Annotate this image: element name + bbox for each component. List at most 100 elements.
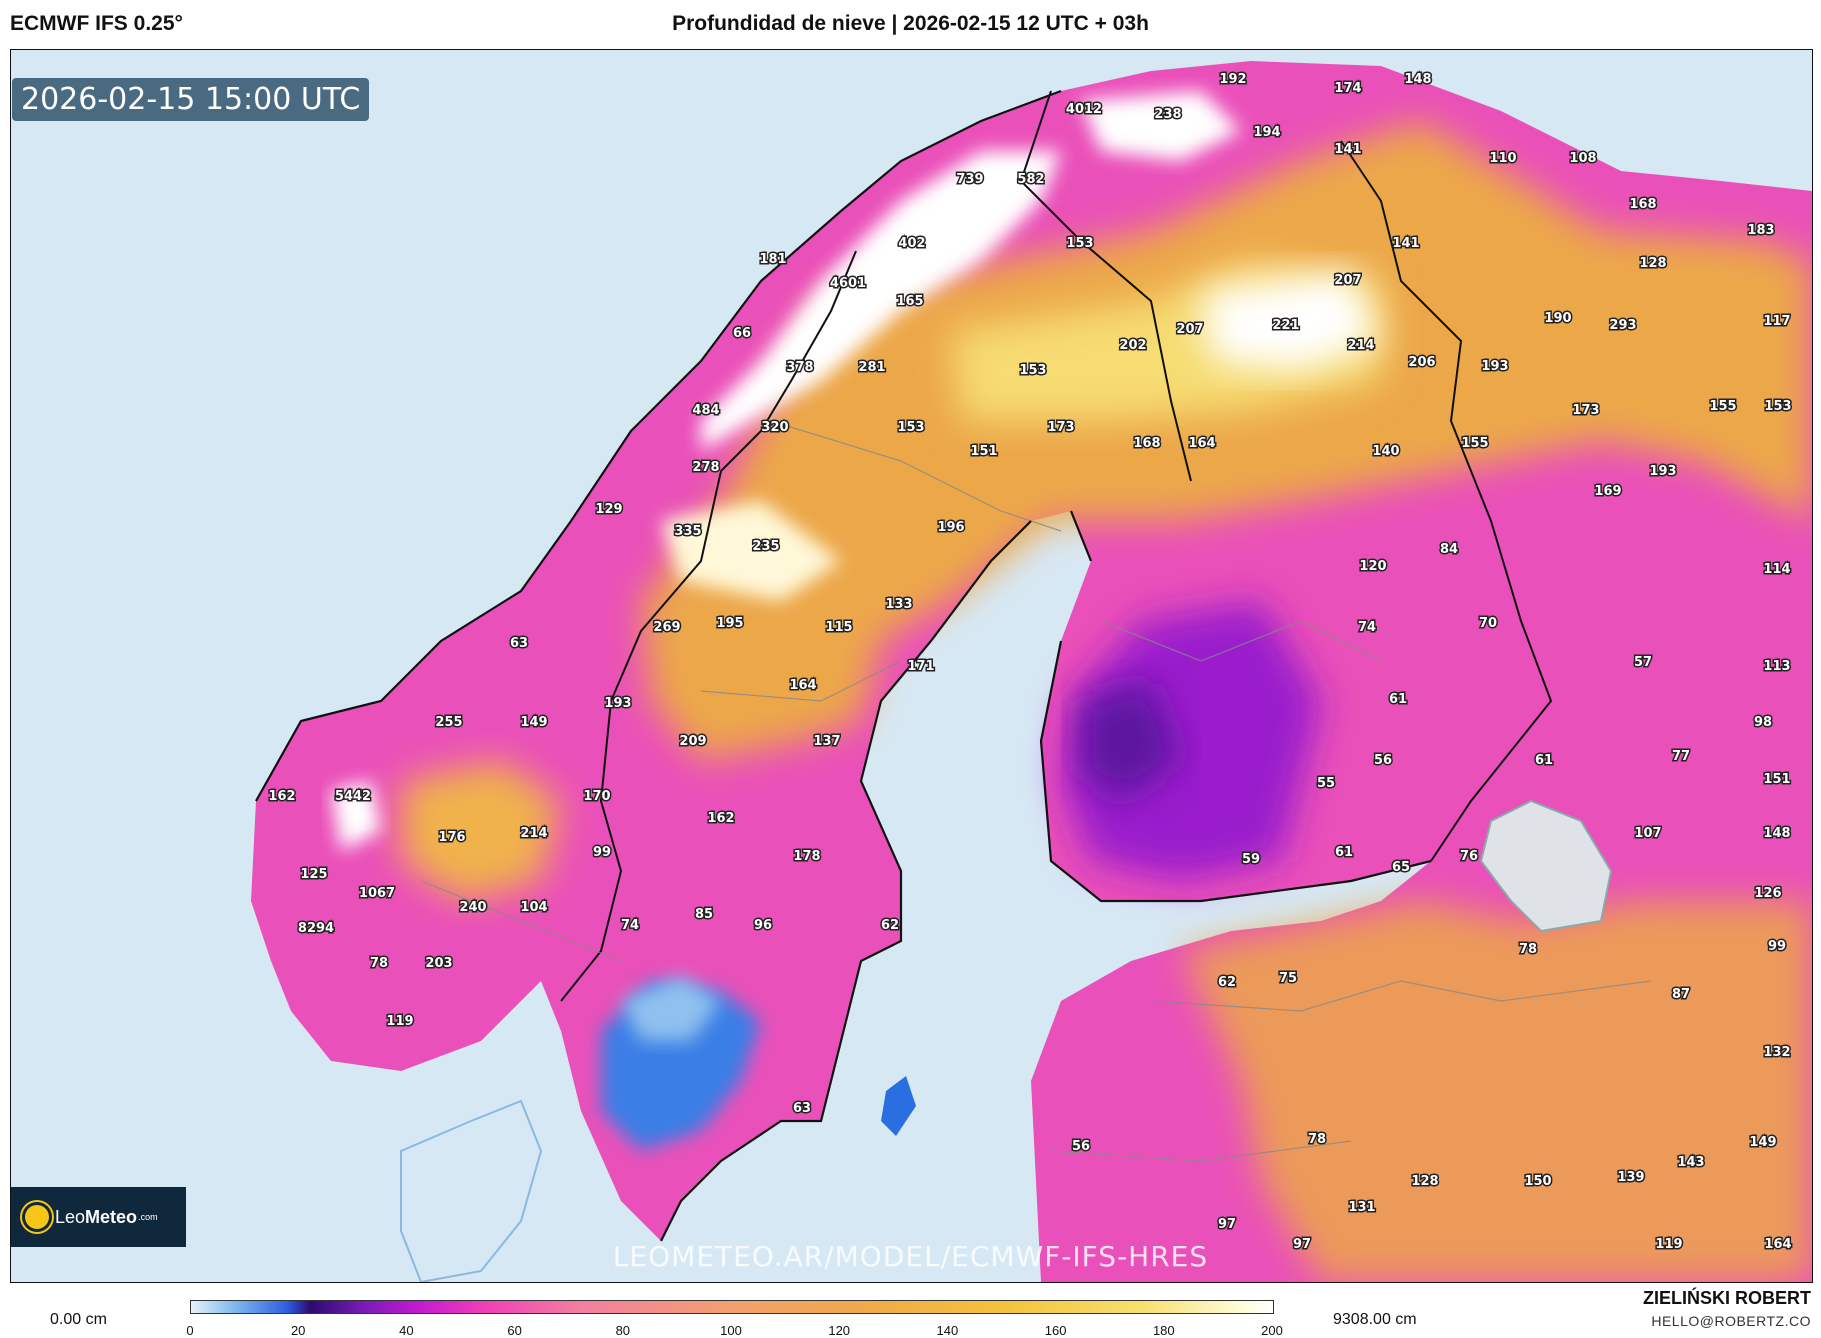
snow-depth-value: 402 — [898, 236, 925, 251]
border-norway-sweden — [560, 250, 857, 1002]
snow-depth-value: 378 — [786, 360, 813, 375]
snow-depth-value: 61 — [1389, 692, 1407, 707]
snow-depth-value: 84 — [1440, 542, 1458, 557]
snow-depth-value: 99 — [1768, 939, 1786, 954]
snow-depth-value: 484 — [692, 403, 719, 418]
snow-depth-value: 150 — [1524, 1174, 1551, 1189]
snow-depth-value: 114 — [1763, 562, 1790, 577]
snow-depth-value: 56 — [1072, 1139, 1090, 1154]
author-name: ZIELIŃSKI ROBERT — [1642, 1288, 1811, 1308]
snow-depth-value: 153 — [1019, 363, 1046, 378]
snow-depth-value: 62 — [1218, 975, 1236, 990]
snow-depth-value: 183 — [1747, 223, 1774, 238]
snow-depth-value: 214 — [520, 826, 547, 841]
legend-min-label: 0.00 cm — [50, 1311, 107, 1328]
snow-depth-value: 128 — [1639, 256, 1666, 271]
snow-depth-value: 192 — [1219, 72, 1246, 87]
snow-depth-value: 107 — [1634, 826, 1661, 841]
snow-depth-value: 202 — [1119, 338, 1146, 353]
snow-depth-value: 739 — [956, 172, 983, 187]
snow-depth-value: 141 — [1392, 236, 1419, 251]
snow-depth-value: 281 — [858, 360, 885, 375]
snow-depth-value: 195 — [716, 616, 743, 631]
legend-tick: 140 — [936, 1323, 959, 1338]
snow-depth-value: 207 — [1176, 322, 1203, 337]
snow-depth-value: 131 — [1348, 1200, 1375, 1215]
snow-depth-value: 320 — [761, 420, 788, 435]
snow-depth-value: 117 — [1763, 314, 1790, 329]
snow-depth-value: 59 — [1242, 852, 1260, 867]
snow-depth-value: 137 — [813, 734, 840, 749]
legend-tick: 80 — [615, 1323, 631, 1338]
snow-depth-value: 66 — [733, 326, 751, 341]
snow-depth-value: 61 — [1535, 753, 1553, 768]
snow-depth-value: 96 — [754, 918, 772, 933]
snow-depth-value: 57 — [1634, 655, 1652, 670]
snow-depth-value: 174 — [1334, 81, 1361, 96]
snow-depth-value: 206 — [1408, 355, 1435, 370]
legend-tick: 160 — [1044, 1323, 1067, 1338]
snow-depth-value: 8294 — [298, 921, 334, 936]
snow-depth-value: 143 — [1677, 1155, 1704, 1170]
snow-depth-value: 108 — [1569, 151, 1596, 166]
snow-depth-value: 155 — [1709, 399, 1736, 414]
author-email[interactable]: HELLO@ROBERTZ.CO — [1651, 1313, 1811, 1329]
legend-tick: 40 — [399, 1323, 414, 1338]
snow-depth-value: 269 — [653, 620, 680, 635]
snow-depth-value: 55 — [1317, 776, 1335, 791]
snow-depth-value: 170 — [583, 789, 610, 804]
legend-tick: 100 — [720, 1323, 742, 1338]
color-legend: 0.00 cm 0 20 40 60 80 100 120 140 160 180 200 9308… — [0, 1285, 1821, 1338]
coastline — [255, 89, 1432, 1242]
snow-depth-value: 77 — [1672, 749, 1690, 764]
map-title: Profundidad de nieve | 2026-02-15 12 UTC… — [672, 12, 1149, 35]
snow-depth-value: 293 — [1609, 318, 1636, 333]
snow-depth-value: 194 — [1253, 125, 1280, 140]
snow-depth-value: 78 — [1519, 942, 1537, 957]
snow-depth-value: 207 — [1334, 273, 1361, 288]
snow-depth-value: 168 — [1133, 436, 1160, 451]
logo-text: LeoMeteo — [55, 1206, 138, 1227]
legend-tick: 60 — [507, 1323, 522, 1338]
map-canvas[interactable]: 192 174 148 4012 238 194 141 110 108 739 582 168 183… — [10, 49, 1813, 1283]
snow-depth-value: 63 — [793, 1101, 811, 1116]
snow-depth-value: 141 — [1334, 142, 1361, 157]
lake-ladoga — [1479, 799, 1613, 933]
snow-depth-value: 153 — [1066, 236, 1093, 251]
snow-depth-value: 153 — [1764, 399, 1791, 414]
legend-tick: 180 — [1152, 1323, 1175, 1338]
snow-depth-value: 1067 — [359, 886, 395, 901]
snow-depth-value: 70 — [1479, 616, 1497, 631]
snow-depth-value: 115 — [825, 620, 852, 635]
snow-depth-value: 85 — [695, 907, 713, 922]
snow-depth-value: 221 — [1272, 318, 1299, 333]
snow-depth-value: 120 — [1359, 559, 1386, 574]
snow-depth-value: 164 — [789, 678, 816, 693]
snow-depth-value: 151 — [970, 444, 997, 459]
snow-depth-value: 151 — [1763, 772, 1790, 787]
legend-tick: 20 — [290, 1323, 306, 1338]
snow-depth-value: 119 — [1655, 1237, 1682, 1252]
snow-depth-value: 178 — [793, 849, 820, 864]
snow-depth-value: 110 — [1489, 151, 1516, 166]
snow-depth-value: 214 — [1347, 338, 1374, 353]
snow-depth-value: 278 — [692, 460, 719, 475]
snow-depth-value: 240 — [459, 900, 486, 915]
snow-depth-value: 582 — [1017, 172, 1044, 187]
snow-depth-value: 97 — [1218, 1217, 1236, 1232]
snow-depth-value: 4601 — [830, 276, 866, 291]
snow-depth-value: 209 — [679, 734, 706, 749]
snow-depth-value: 193 — [1649, 464, 1676, 479]
snow-depth-value: 104 — [520, 900, 547, 915]
snow-depth-value: 149 — [520, 715, 547, 730]
snow-depth-value: 238 — [1154, 107, 1181, 122]
snow-depth-value: 164 — [1188, 436, 1215, 451]
leometeo-logo[interactable]: LeoMeteo .com — [11, 1187, 186, 1247]
snow-depth-value: 113 — [1763, 659, 1790, 674]
snow-depth-value: 203 — [425, 956, 452, 971]
snow-depth-value: 63 — [510, 636, 528, 651]
snow-depth-value: 196 — [937, 520, 964, 535]
snow-depth-value: 74 — [621, 918, 639, 933]
snow-depth-value: 97 — [1293, 1237, 1311, 1252]
legend-tick: 0 — [186, 1323, 194, 1338]
